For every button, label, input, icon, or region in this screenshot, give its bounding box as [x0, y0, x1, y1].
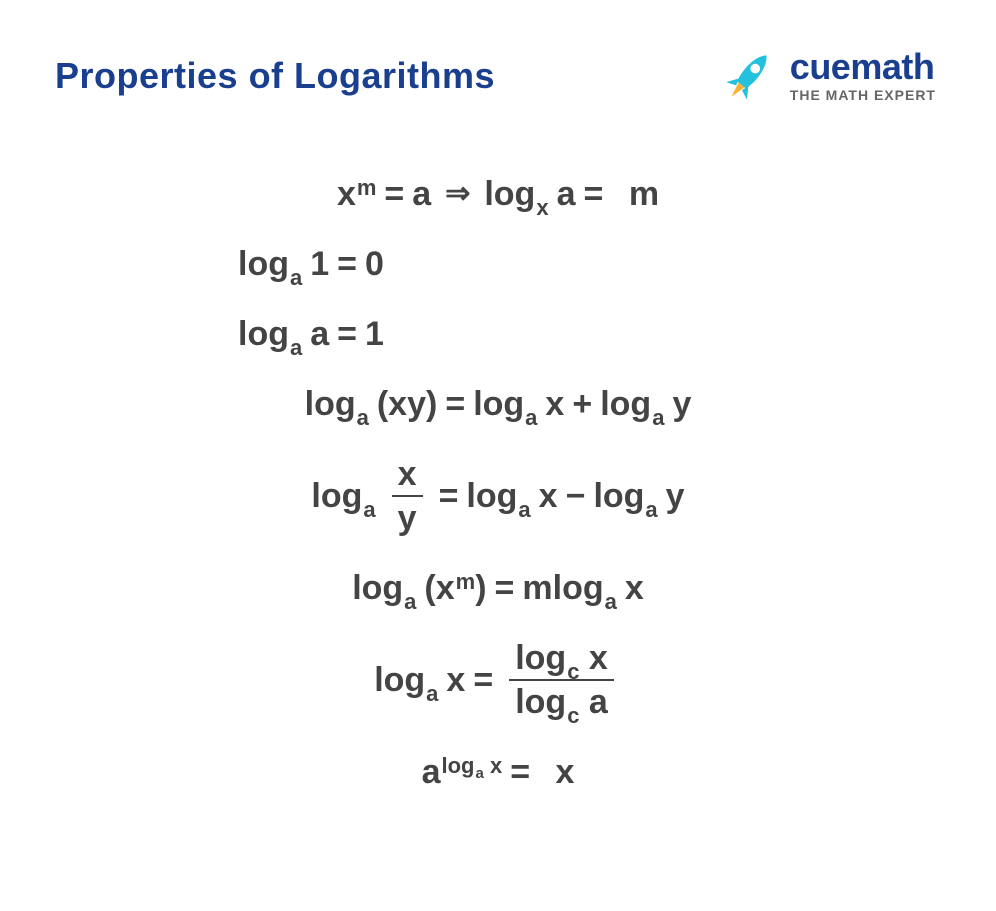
equation-log-one: loga 1 = 0: [238, 247, 384, 281]
equation-definition: xm = a ⇒ logx a = m: [337, 177, 659, 211]
equation-inverse: aloga x = x: [422, 755, 575, 789]
equation-log-self: loga a = 1: [238, 317, 384, 351]
equation-quotient-rule: loga x y = loga x − loga y: [311, 457, 684, 535]
brand-logo: cuemath THE MATH EXPERT: [718, 45, 936, 107]
equation-power-rule: loga(xm) = mloga x: [352, 571, 644, 605]
equation-change-of-base: loga x = logc x logc a: [374, 641, 622, 719]
rocket-icon: [718, 45, 780, 107]
brand-tagline: THE MATH EXPERT: [790, 87, 936, 103]
brand-name: cuemath: [790, 49, 936, 85]
equations-list: xm = a ⇒ logx a = m loga 1 = 0 loga a = …: [0, 107, 996, 789]
equation-product-rule: loga(xy) = loga x + loga y: [305, 387, 692, 421]
page-title: Properties of Logarithms: [55, 55, 495, 97]
